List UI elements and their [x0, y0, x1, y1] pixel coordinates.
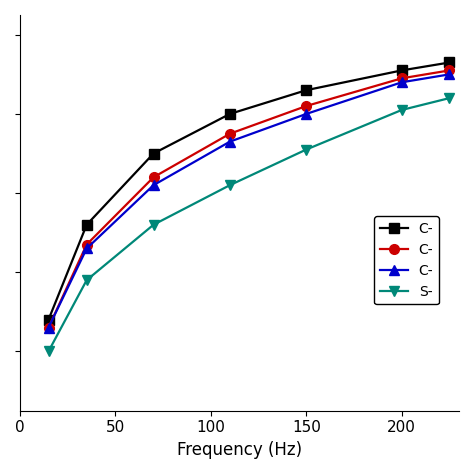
- C-: [84, 246, 90, 251]
- C-: [399, 68, 405, 73]
- S-: [46, 348, 51, 354]
- S-: [227, 182, 233, 188]
- C-: [447, 72, 452, 77]
- Line: C-: C-: [44, 65, 454, 332]
- C-: [46, 325, 51, 330]
- C-: [227, 111, 233, 117]
- C-: [447, 68, 452, 73]
- C-: [151, 151, 156, 156]
- S-: [84, 277, 90, 283]
- C-: [227, 139, 233, 145]
- S-: [303, 146, 309, 152]
- C-: [399, 75, 405, 81]
- S-: [399, 107, 405, 113]
- Line: C-: C-: [44, 58, 454, 325]
- C-: [46, 317, 51, 322]
- C-: [151, 174, 156, 180]
- C-: [447, 60, 452, 65]
- X-axis label: Frequency (Hz): Frequency (Hz): [177, 441, 302, 459]
- C-: [46, 325, 51, 330]
- C-: [84, 242, 90, 247]
- Legend: C-, C-, C-, S-: C-, C-, C-, S-: [374, 216, 439, 304]
- S-: [151, 222, 156, 228]
- C-: [399, 80, 405, 85]
- C-: [303, 103, 309, 109]
- C-: [151, 182, 156, 188]
- C-: [84, 222, 90, 228]
- Line: S-: S-: [44, 93, 454, 356]
- C-: [303, 87, 309, 93]
- C-: [227, 131, 233, 137]
- C-: [303, 111, 309, 117]
- Line: C-: C-: [44, 70, 454, 332]
- S-: [447, 95, 452, 101]
